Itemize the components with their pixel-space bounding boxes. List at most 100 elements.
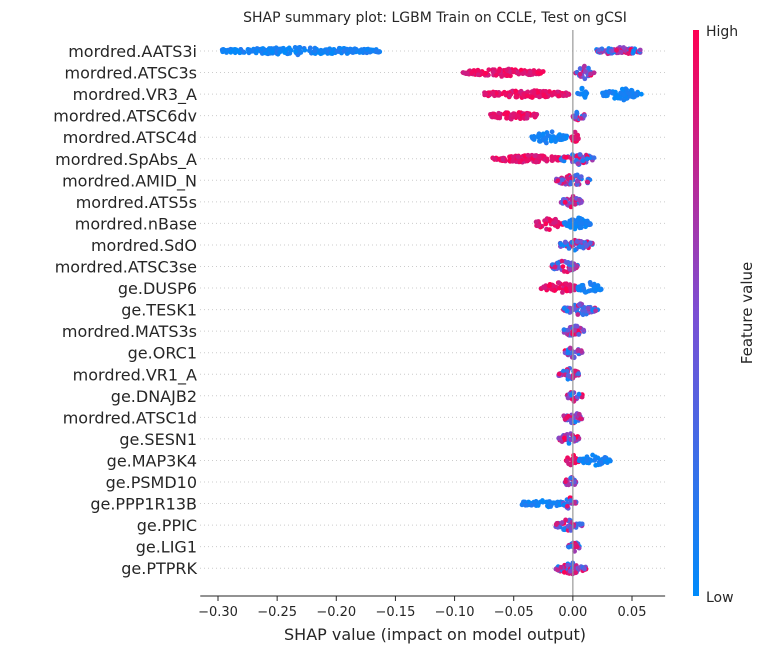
shap-point — [496, 68, 502, 74]
shap-point — [297, 44, 302, 50]
shap-point — [572, 419, 578, 425]
shap-point — [550, 134, 556, 140]
shap-point — [618, 90, 623, 96]
shap-point — [493, 72, 499, 78]
shap-point — [560, 264, 566, 270]
shap-point — [530, 136, 536, 142]
feature-label: mordred.VR1_A — [73, 365, 197, 385]
shap-point — [579, 221, 585, 227]
shap-point — [576, 302, 582, 308]
shap-point — [548, 503, 553, 509]
shap-point — [572, 247, 578, 253]
shap-point — [475, 72, 481, 78]
shap-point — [547, 89, 552, 94]
shap-point — [561, 136, 566, 142]
shap-point — [565, 562, 571, 568]
shap-point — [562, 199, 568, 205]
shap-point — [520, 71, 526, 77]
shap-point — [638, 91, 644, 97]
feature-label: ge.ORC1 — [128, 344, 197, 363]
shap-point — [320, 48, 325, 54]
shap-point — [516, 71, 522, 77]
shap-point — [631, 94, 636, 100]
shap-point — [533, 159, 539, 165]
shap-point — [536, 154, 542, 160]
shap-point — [527, 69, 533, 75]
shap-point — [591, 155, 597, 161]
x-tick-label: −0.10 — [435, 605, 475, 620]
feature-label: ge.LIG1 — [136, 538, 197, 557]
shap-point — [504, 67, 509, 73]
shap-point — [567, 568, 573, 574]
shap-point — [571, 135, 577, 140]
shap-point — [499, 73, 505, 79]
shap-point — [588, 71, 593, 77]
shap-point — [595, 283, 601, 288]
shap-point — [578, 456, 583, 462]
shap-point — [555, 520, 560, 526]
shap-point — [576, 197, 582, 203]
feature-label: mordred.VR3_A — [73, 85, 197, 105]
feature-label: ge.MAP3K4 — [107, 451, 197, 470]
shap-point — [537, 133, 542, 139]
shap-point — [582, 289, 588, 295]
shap-point — [585, 179, 591, 185]
shap-point — [567, 266, 573, 272]
shap-point — [565, 350, 571, 356]
shap-point — [288, 47, 294, 53]
shap-point — [293, 49, 298, 55]
shap-point — [631, 48, 636, 54]
shap-point — [515, 113, 521, 119]
shap-point — [614, 47, 619, 53]
shap-point — [572, 129, 578, 135]
shap-point — [580, 312, 586, 318]
feature-label: mordred.AATS3i — [68, 42, 197, 61]
shap-point — [574, 178, 580, 184]
shap-point — [615, 95, 621, 101]
shap-point — [572, 226, 578, 232]
shap-point — [560, 368, 566, 374]
shap-point — [576, 391, 582, 397]
shap-point — [564, 260, 570, 265]
shap-point — [578, 239, 584, 244]
shap-point — [536, 223, 542, 229]
shap-point — [334, 48, 340, 54]
feature-label: mordred.ATSC4d — [63, 128, 197, 147]
shap-point — [577, 66, 583, 71]
shap-point — [556, 280, 562, 286]
shap-point — [549, 158, 555, 163]
shap-point — [565, 176, 571, 182]
shap-point — [563, 155, 569, 160]
shap-point — [568, 204, 574, 210]
shap-point — [530, 94, 535, 100]
shap-point — [583, 92, 589, 98]
feature-label: mordred.nBase — [75, 214, 197, 233]
shap-point — [566, 245, 572, 251]
shap-point — [524, 115, 530, 121]
shap-point — [359, 47, 365, 53]
shap-point — [514, 94, 519, 100]
feature-label: ge.PPP1R13B — [90, 495, 197, 514]
feature-label: mordred.ATSC3s — [65, 64, 197, 83]
shap-point — [549, 129, 555, 135]
shap-point — [282, 50, 287, 55]
shap-point — [523, 502, 528, 508]
shap-point — [571, 452, 577, 458]
colorbar-gradient — [693, 30, 699, 596]
feature-label: ge.PTPRK — [121, 559, 197, 578]
shap-point — [595, 462, 601, 468]
shap-point — [576, 411, 582, 417]
shap-point — [585, 305, 591, 311]
shap-point — [547, 227, 552, 233]
shap-point — [483, 91, 489, 97]
shap-point — [607, 90, 612, 95]
shap-point — [558, 564, 564, 570]
shap-point — [500, 157, 506, 162]
shap-point — [581, 64, 587, 70]
shap-point — [621, 45, 627, 50]
x-tick-label: −0.05 — [494, 605, 534, 620]
shap-point — [582, 69, 588, 74]
shap-point — [564, 415, 570, 420]
shap-point — [563, 479, 568, 485]
